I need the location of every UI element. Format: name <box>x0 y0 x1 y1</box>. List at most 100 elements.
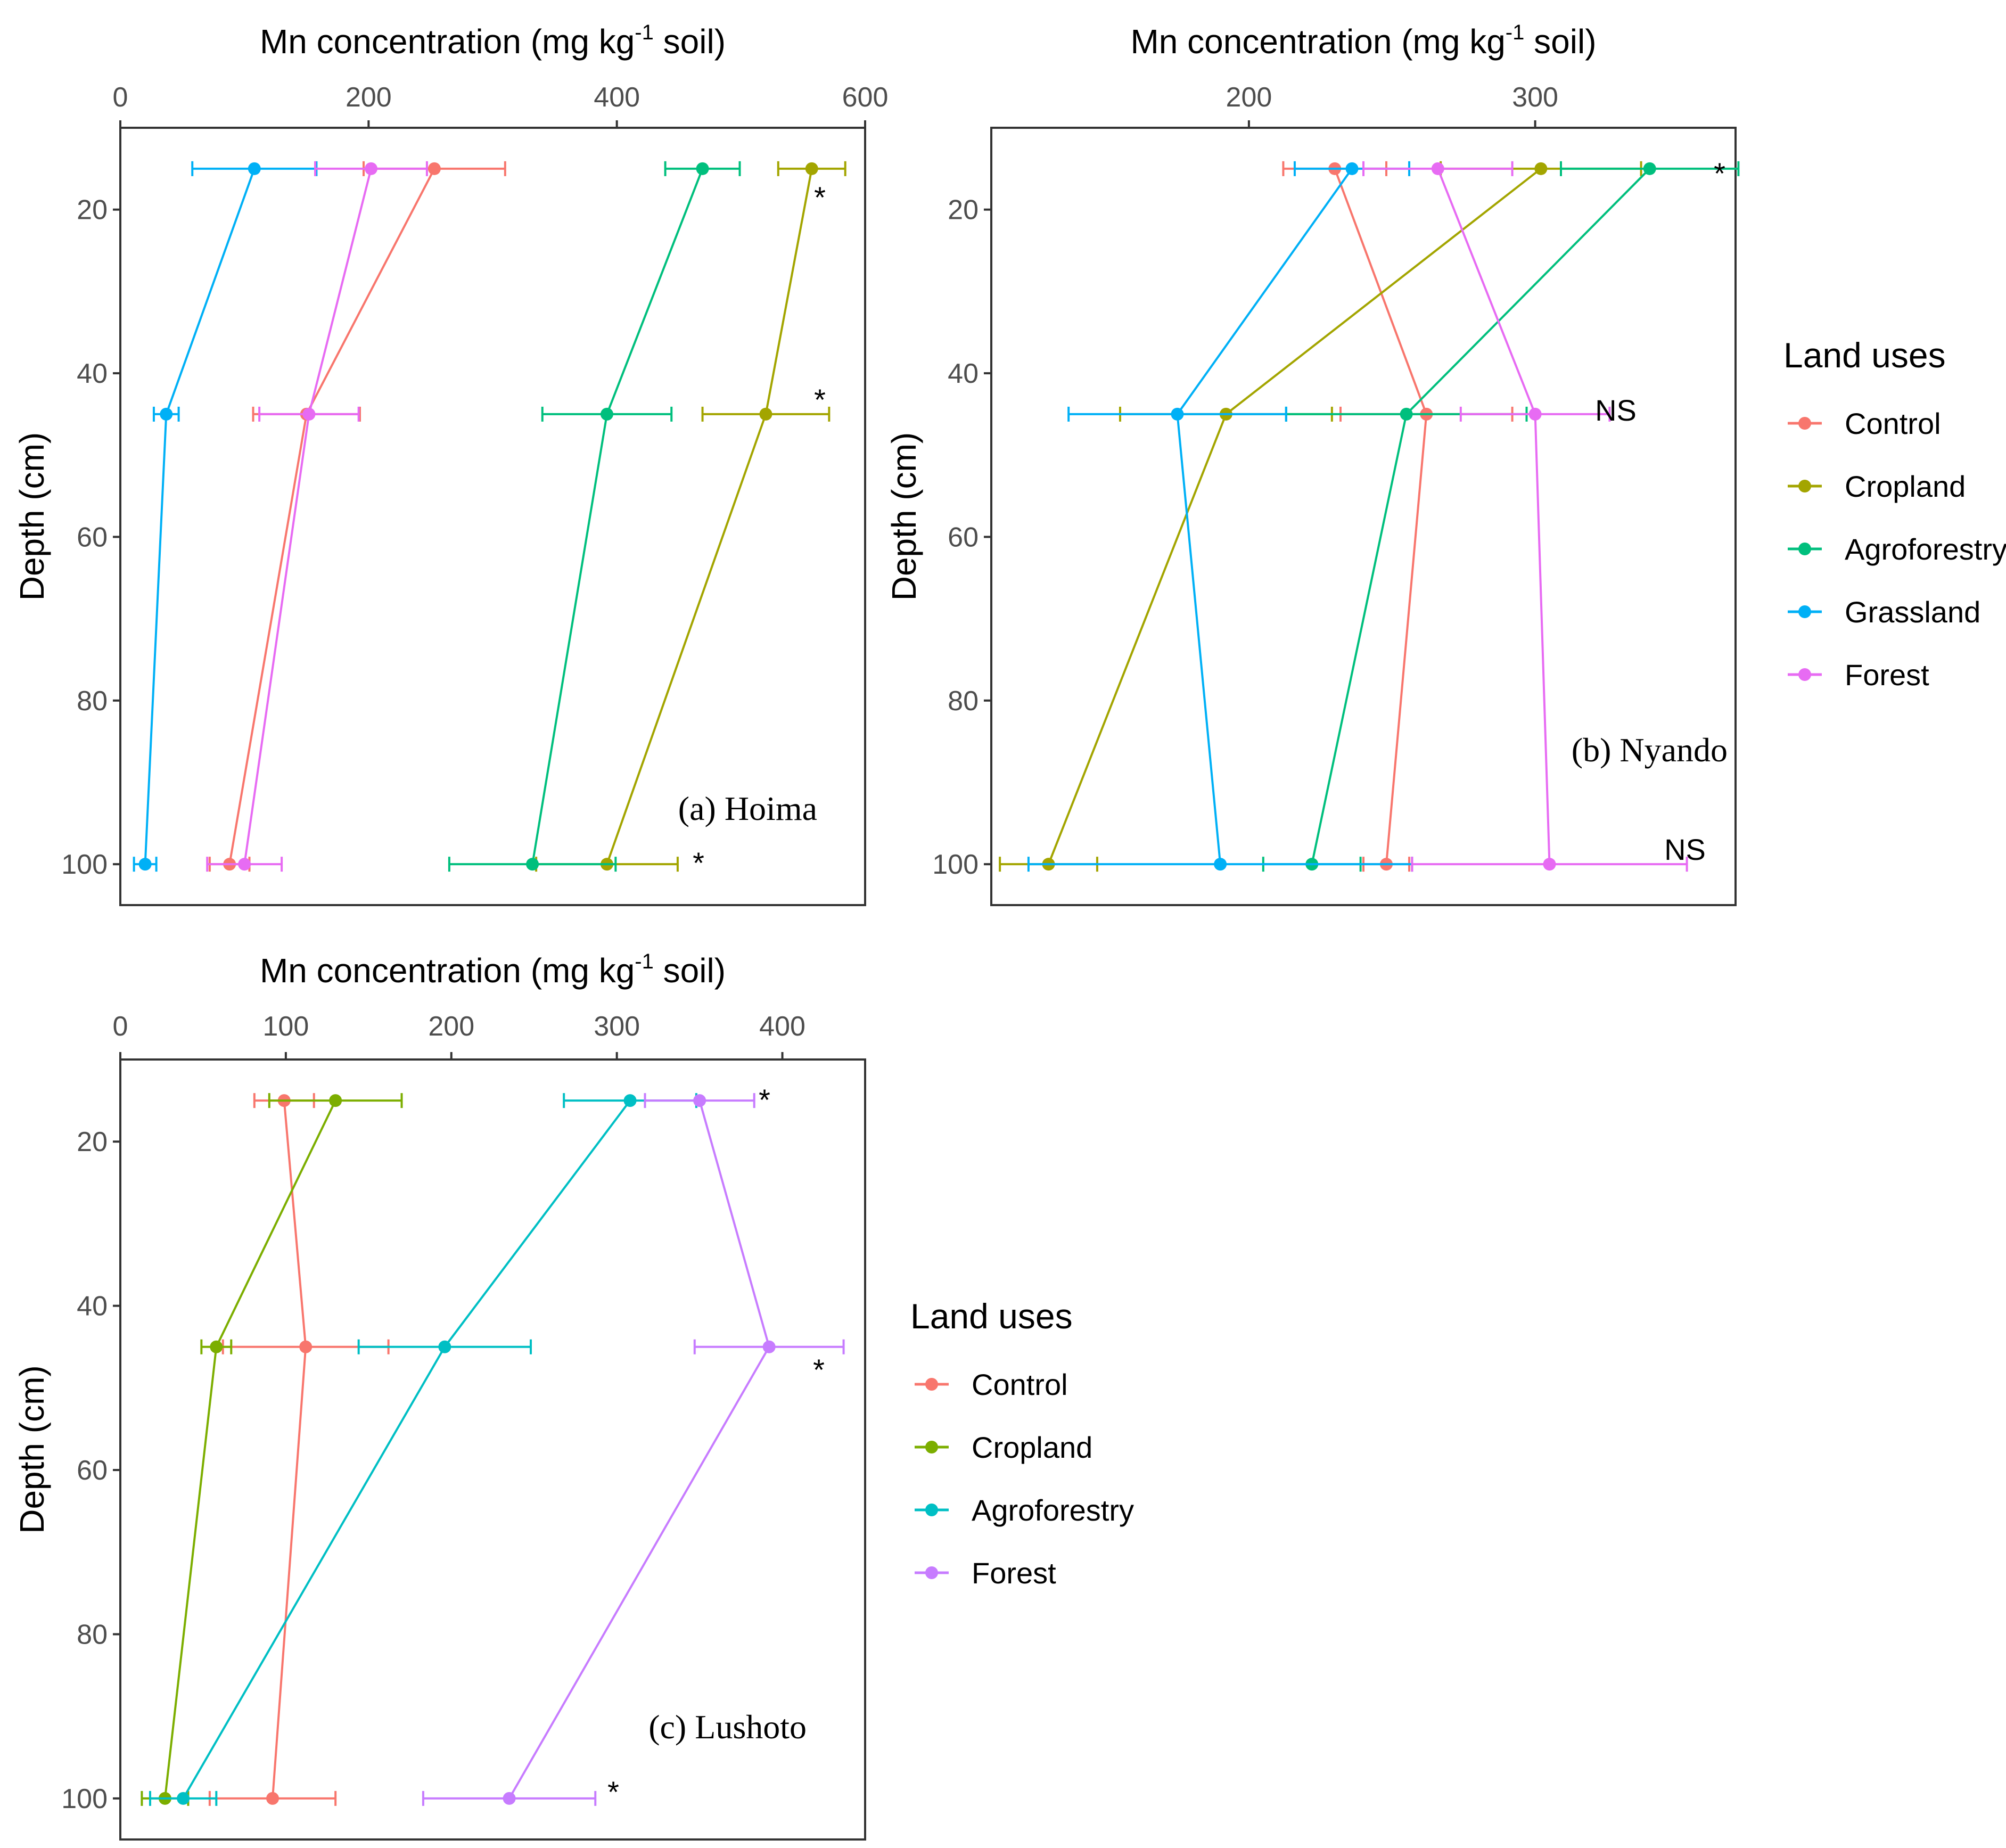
legend-label-forest: Forest <box>1845 658 1929 692</box>
significance-label: NS <box>1664 833 1706 866</box>
y-tick-label: 100 <box>61 1784 108 1814</box>
series-line-control <box>272 1100 307 1799</box>
data-point-forest <box>1543 858 1556 871</box>
x-axis-title: Mn concentration (mg kg-1 soil) <box>260 950 726 990</box>
data-point-agroforestry <box>526 858 539 871</box>
x-tick-label: 300 <box>1512 82 1558 113</box>
legend-label-agroforestry: Agroforestry <box>972 1493 1134 1527</box>
data-point-control <box>427 162 441 175</box>
x-axis-title: Mn concentration (mg kg-1 soil) <box>1130 21 1596 61</box>
y-tick-label: 80 <box>77 686 108 717</box>
y-tick-label: 80 <box>948 686 979 717</box>
data-point-grassland <box>1214 858 1227 871</box>
panel-nyando: 200 300 20 40 60 80 100 Mn concentration (mg kg… <box>885 21 1740 906</box>
y-tick-label: 80 <box>77 1619 108 1650</box>
series-line-agroforestry <box>182 1099 631 1799</box>
x-tick-label: 200 <box>1226 82 1272 113</box>
y-tick-label: 20 <box>77 195 108 226</box>
legend-key-point-control <box>925 1378 938 1391</box>
x-tick-label: 100 <box>263 1011 309 1042</box>
y-tick-label: 20 <box>948 195 979 226</box>
x-tick-label: 600 <box>842 82 889 113</box>
y-tick-label: 40 <box>77 1291 108 1322</box>
data-point-agroforestry <box>601 407 614 421</box>
data-point-control <box>299 1340 313 1353</box>
x-axis-title-suffix: soil) <box>654 22 726 61</box>
plot-frame <box>119 1058 866 1841</box>
data-point-grassland <box>1171 407 1184 421</box>
data-point-grassland <box>1345 162 1359 175</box>
x-tick-label: 200 <box>428 1011 474 1042</box>
legend-title: Land uses <box>910 1296 1073 1336</box>
data-point-cropland <box>329 1094 342 1107</box>
plot-frame <box>119 127 866 906</box>
y-axis-title: Depth (cm) <box>13 1365 51 1534</box>
data-point-cropland <box>759 407 772 421</box>
data-point-grassland <box>160 407 173 421</box>
legend-title: Land uses <box>1783 335 1946 375</box>
legend-top: Land uses Control Cropland Agroforestry Gras… <box>1783 335 2006 692</box>
x-tick-label: 300 <box>594 1011 640 1042</box>
legend-key-point-forest <box>925 1566 938 1579</box>
data-point-forest <box>1528 407 1542 421</box>
series-line-grassland <box>144 168 256 865</box>
legend-key-point-agroforestry <box>925 1504 938 1516</box>
series-line-cropland <box>1047 168 1542 865</box>
panel-title: (b) Nyando <box>1572 731 1728 769</box>
panel-title: (c) Lushoto <box>648 1708 807 1746</box>
legend-label-cropland: Cropland <box>972 1431 1092 1464</box>
significance-label: NS <box>1595 393 1637 427</box>
y-tick-label: 100 <box>61 849 108 880</box>
x-tick-label: 400 <box>759 1011 805 1042</box>
legend-bottom: Land uses Control Cropland Agroforestry Fore… <box>910 1296 1134 1590</box>
legend-key-point-cropland <box>1798 480 1811 492</box>
x-axis-title: Mn concentration (mg kg-1 soil) <box>260 21 726 61</box>
data-point-forest <box>238 858 251 871</box>
panel-title: (a) Hoima <box>678 790 817 827</box>
x-axis-title-superscript: -1 <box>635 950 654 973</box>
data-point-forest <box>762 1340 776 1353</box>
legend-label-forest: Forest <box>972 1556 1056 1590</box>
legend-label-control: Control <box>972 1368 1068 1401</box>
data-point-control <box>266 1792 279 1805</box>
x-axis-title-prefix: Mn concentration (mg kg <box>260 22 635 61</box>
legend-label-agroforestry: Agroforestry <box>1845 532 2006 566</box>
series-line-forest <box>508 1100 770 1799</box>
data-point-forest <box>364 162 377 175</box>
significance-label: * <box>814 383 826 416</box>
data-point-cropland <box>1534 162 1548 175</box>
data-point-forest <box>693 1094 706 1107</box>
x-axis-title-suffix: soil) <box>1524 22 1596 61</box>
legend-label-cropland: Cropland <box>1845 470 1966 503</box>
y-tick-label: 60 <box>948 522 979 553</box>
significance-label: * <box>814 180 826 214</box>
legend-label-grassland: Grassland <box>1845 595 1980 629</box>
y-tick-label: 100 <box>932 849 979 880</box>
data-point-cropland <box>210 1340 223 1353</box>
legend-key-point-agroforestry <box>1798 543 1811 555</box>
x-tick-label: 200 <box>346 82 392 113</box>
legend-key-point-forest <box>1798 668 1811 681</box>
y-tick-label: 40 <box>948 358 979 389</box>
y-axis-title: Depth (cm) <box>13 432 51 601</box>
x-axis-title-superscript: -1 <box>1506 21 1525 44</box>
data-point-agroforestry <box>623 1094 637 1107</box>
significance-label: * <box>607 1775 619 1809</box>
data-point-agroforestry <box>1643 162 1656 175</box>
data-point-agroforestry <box>438 1340 451 1353</box>
series-line-forest <box>243 168 372 865</box>
y-tick-label: 40 <box>77 358 108 389</box>
data-point-grassland <box>138 858 152 871</box>
y-axis-title: Depth (cm) <box>885 432 923 601</box>
y-tick-label: 60 <box>77 522 108 553</box>
x-tick-label: 0 <box>113 82 128 113</box>
legend-key-point-cropland <box>925 1441 938 1453</box>
x-axis-title-prefix: Mn concentration (mg kg <box>1130 22 1505 61</box>
series-line-control <box>1334 168 1428 865</box>
legend-key-point-grassland <box>1798 605 1811 618</box>
significance-label: * <box>759 1083 770 1116</box>
x-tick-label: 0 <box>113 1011 128 1042</box>
panel-hoima: 0 200 400 600 20 40 60 80 100 Mn concentration (m… <box>13 21 889 906</box>
y-tick-label: 20 <box>77 1127 108 1157</box>
